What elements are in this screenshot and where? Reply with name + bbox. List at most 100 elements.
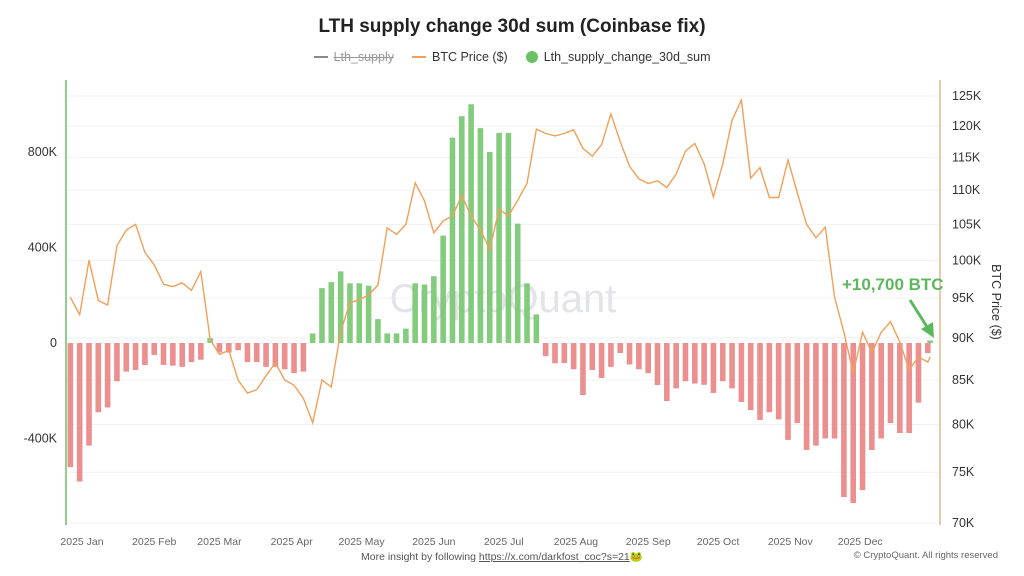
bar: [179, 343, 185, 367]
right-axis-ticks: 125K 120K 115K 110K 105K 100K 95K 90K 85K 80K 75K 7…: [952, 89, 982, 530]
x-tick-label: 2025 Jun: [412, 536, 455, 548]
right-tick-label: 105K: [952, 217, 982, 231]
legend-label: BTC Price ($): [431, 50, 508, 64]
bar: [337, 271, 344, 343]
legend-label: Lth_supply_change_30d_sum: [543, 50, 711, 64]
right-tick-label: 80K: [952, 418, 975, 432]
bar: [524, 283, 530, 343]
legend-item-lth-supply[interactable]: Lth_supply: [313, 50, 394, 64]
bar: [244, 343, 251, 363]
bar: [598, 343, 605, 379]
bar: [803, 343, 810, 450]
bar: [403, 328, 409, 343]
bar: [421, 284, 428, 343]
bar: [170, 343, 176, 366]
bar: [114, 343, 120, 382]
bar: [347, 283, 353, 343]
bar: [356, 283, 363, 343]
bar: [794, 343, 801, 423]
bar: [701, 343, 707, 385]
bar: [850, 343, 857, 503]
x-tick-label: 2025 Nov: [768, 536, 814, 548]
bar: [95, 343, 102, 413]
bar-series: [67, 104, 933, 503]
bar: [76, 343, 83, 482]
price-line: [69, 97, 931, 426]
bar: [272, 343, 279, 367]
bar: [216, 343, 223, 353]
bar: [813, 343, 819, 446]
bar: [533, 314, 540, 343]
bar: [300, 343, 307, 372]
right-tick-label: 75K: [952, 465, 975, 479]
right-tick-label: 95K: [952, 291, 975, 305]
bar: [132, 343, 139, 370]
bar: [719, 343, 726, 382]
x-tick-label: 2025 Jan: [60, 536, 103, 548]
bar: [738, 343, 745, 402]
bar: [589, 343, 596, 370]
bar: [561, 343, 568, 364]
bar: [766, 343, 773, 413]
bar: [897, 343, 903, 434]
x-tick-label: 2025 Mar: [197, 536, 242, 548]
bar: [608, 343, 614, 367]
legend-item-btc-price[interactable]: BTC Price ($): [411, 50, 508, 64]
bar: [151, 343, 158, 355]
x-tick-label: 2025 Feb: [132, 536, 177, 548]
bar: [859, 343, 866, 491]
bar: [710, 343, 717, 393]
chart-title: LTH supply change 30d sum (Coinbase fix): [318, 16, 706, 37]
bar: [691, 343, 698, 384]
x-tick-label: 2025 Oct: [697, 536, 740, 548]
x-tick-label: 2025 Dec: [838, 536, 883, 548]
insight-prefix: More insight by following: [361, 551, 479, 563]
frog-emoji-icon: 🐸: [629, 551, 643, 563]
bar: [927, 340, 933, 343]
bar: [309, 333, 316, 343]
bar: [384, 333, 391, 343]
bar: [747, 343, 754, 411]
annotation-arrow-icon: [908, 299, 934, 338]
bar: [664, 343, 670, 402]
twitter-link[interactable]: https://x.com/darkfost_coc?s=21: [478, 551, 630, 563]
circle-swatch-icon: [525, 51, 538, 63]
bar: [915, 343, 922, 403]
bar: [729, 343, 735, 389]
bar: [906, 343, 912, 434]
bar: [924, 343, 931, 354]
bar: [505, 132, 512, 343]
bar: [393, 333, 400, 343]
bar: [869, 343, 875, 450]
right-tick-label: 125K: [952, 89, 982, 103]
legend: Lth_supply BTC Price ($) Lth_supply_chan…: [0, 50, 1024, 64]
bar: [440, 235, 446, 343]
bar: [263, 343, 269, 367]
watermark: CryptoQuant: [390, 277, 617, 321]
legend-label: Lth_supply: [333, 50, 394, 64]
right-tick-label: 110K: [952, 183, 981, 197]
bar: [449, 137, 456, 343]
bar: [878, 343, 884, 439]
line-swatch-icon: [313, 56, 328, 58]
bar: [552, 343, 558, 364]
bar: [375, 319, 381, 343]
bar: [468, 104, 474, 343]
left-tick-label: -400K: [24, 432, 58, 446]
bar: [570, 343, 577, 370]
right-tick-label: 100K: [952, 253, 982, 267]
right-tick-label: 70K: [952, 516, 975, 530]
x-tick-label: 2025 Sep: [626, 536, 671, 548]
bar: [365, 285, 372, 343]
bar: [142, 343, 148, 365]
left-axis-ticks: 800K 400K 0 -400K: [24, 145, 58, 446]
right-axis-title: BTC Price ($): [989, 264, 1003, 340]
x-tick-label: 2025 Apr: [271, 536, 314, 548]
bar: [235, 343, 241, 351]
legend-item-lth-supply-change[interactable]: Lth_supply_change_30d_sum: [525, 50, 711, 64]
bar: [514, 223, 521, 343]
x-tick-label: 2025 Aug: [554, 536, 599, 548]
bar: [580, 343, 586, 396]
x-tick-label: 2025 Jul: [484, 536, 524, 548]
bar: [887, 343, 894, 423]
